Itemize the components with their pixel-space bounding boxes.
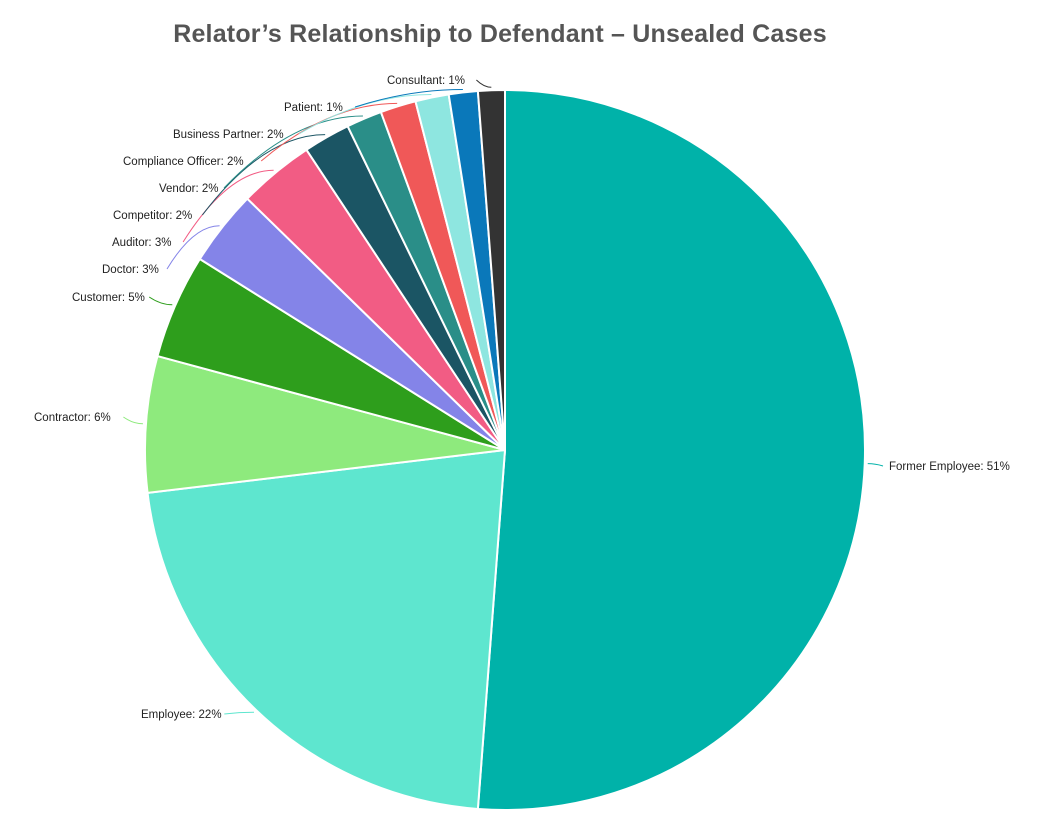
slice-label-3: Customer: 5%	[72, 292, 145, 304]
leader-line-1	[224, 711, 255, 715]
slice-label-5: Auditor: 3%	[112, 237, 171, 249]
slice-label-2: Contractor: 6%	[34, 412, 111, 424]
leader-line-7	[223, 115, 363, 189]
leader-line-6	[202, 134, 326, 216]
slice-label-4: Doctor: 3%	[102, 264, 159, 276]
leader-line-5	[182, 169, 274, 243]
pie-slices	[144, 89, 866, 811]
slice-label-10: Patient: 1%	[284, 102, 343, 114]
pie-slice-1[interactable]	[146, 449, 506, 810]
slice-label-9: Business Partner: 2%	[173, 129, 284, 141]
slice-label-8: Compliance Officer: 2%	[123, 156, 244, 168]
slice-label-0: Former Employee: 51%	[889, 461, 1010, 473]
leader-line-9	[298, 94, 432, 135]
pie-slice-0[interactable]	[476, 89, 866, 811]
leader-line-3	[148, 296, 173, 306]
pie-slice-11[interactable]	[476, 89, 506, 451]
slice-label-11: Consultant: 1%	[387, 75, 465, 87]
leader-lines	[123, 79, 884, 715]
pie-slice-2[interactable]	[144, 355, 506, 494]
slice-labels: Former Employee: 51% Employee: 22% Contrac…	[34, 75, 1010, 721]
chart-title: Relator’s Relationship to Defendant – Un…	[173, 20, 827, 48]
leader-line-2	[123, 416, 143, 425]
slice-label-1: Employee: 22%	[141, 709, 222, 721]
slice-label-7: Vendor: 2%	[159, 183, 218, 195]
leader-line-4	[166, 225, 220, 270]
leader-line-10	[354, 88, 463, 108]
slice-label-6: Competitor: 2%	[113, 210, 192, 222]
leader-line-0	[867, 463, 884, 467]
leader-line-11	[476, 79, 492, 88]
